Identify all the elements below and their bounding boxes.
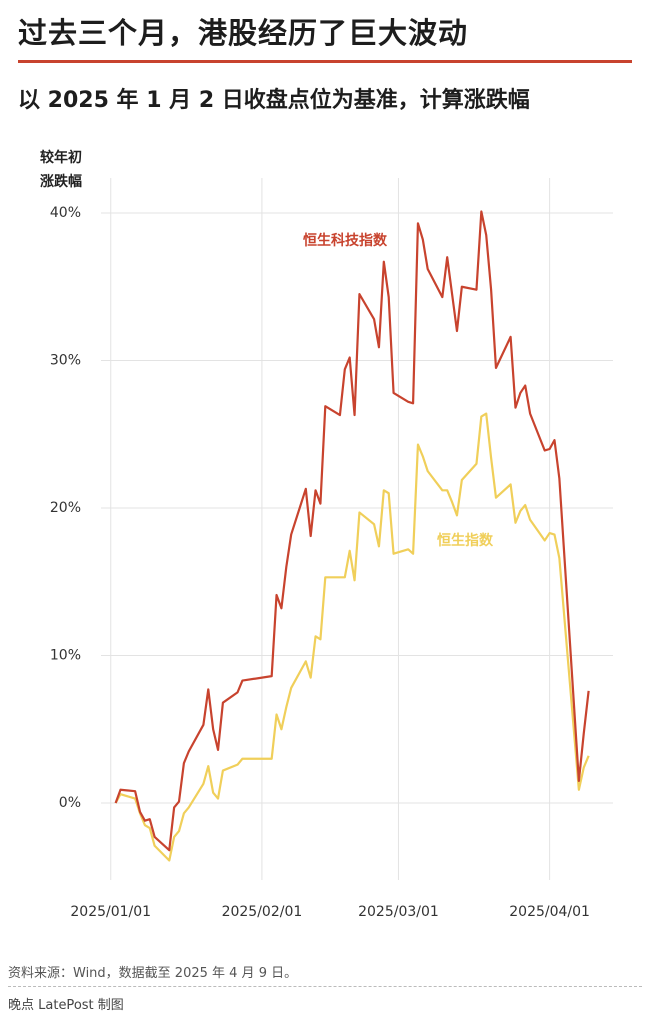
x-tick-label: 2025/01/01 (70, 904, 151, 920)
series-label: 恒生科技指数 (303, 232, 388, 249)
y-axis-label: 较年初涨跌幅 (40, 150, 82, 190)
subtitle: 以 2025 年 1 月 2 日收盘点位为基准，计算涨跌幅 (18, 88, 530, 113)
series-line (114, 412, 590, 862)
y-tick-label: 10% (50, 648, 81, 664)
y-tick-label: 40% (50, 205, 81, 221)
credit: 晚点 LatePost 制图 (8, 998, 124, 1013)
y-tick-label: 20% (50, 500, 81, 516)
series-label: 恒生指数 (437, 532, 494, 549)
x-tick-label: 2025/02/01 (222, 904, 303, 920)
title-rule (18, 60, 632, 63)
y-tick-label: 30% (50, 353, 81, 369)
x-tick-label: 2025/04/01 (509, 904, 590, 920)
footer-rule (8, 986, 642, 987)
y-tick-label: 0% (59, 795, 81, 811)
series-line (114, 210, 590, 852)
x-tick-label: 2025/03/01 (358, 904, 439, 920)
title: 过去三个月，港股经历了巨大波动 (18, 16, 469, 50)
source-note: 资料来源：Wind，数据截至 2025 年 4 月 9 日。 (8, 966, 298, 981)
